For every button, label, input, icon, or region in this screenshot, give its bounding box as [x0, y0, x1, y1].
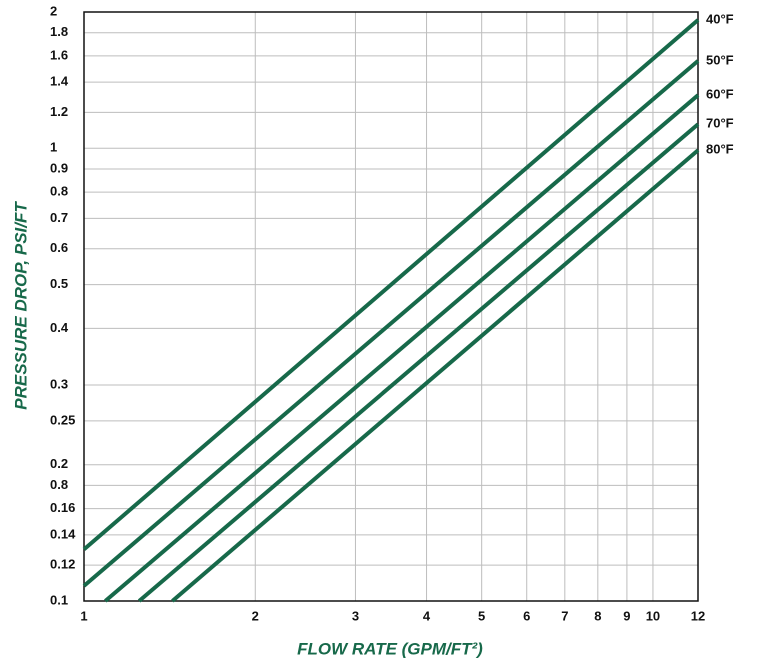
legend-label: 60°F: [706, 87, 734, 102]
y-tick-label: 0.3: [50, 376, 68, 391]
y-tick-label: 1.8: [50, 24, 68, 39]
y-tick-label: 1.2: [50, 104, 68, 119]
line-series: [137, 122, 700, 603]
y-tick-label: 0.9: [50, 160, 68, 175]
line-series: [82, 59, 700, 588]
line-series: [103, 93, 700, 603]
y-tick-label: 1.6: [50, 47, 68, 62]
x-tick-label: 8: [594, 608, 601, 623]
y-tick-label: 0.2: [50, 456, 68, 471]
y-tick-label: 0.8: [50, 184, 68, 199]
y-tick-label: 1: [50, 140, 57, 155]
y-tick-label: 0.6: [50, 240, 68, 255]
y-tick-label: 0.16: [50, 500, 75, 515]
x-tick-label: 12: [691, 608, 705, 623]
y-tick-label: 0.14: [50, 526, 76, 541]
x-tick-label: 1: [80, 608, 87, 623]
y-tick-label: 0.12: [50, 557, 75, 572]
line-series: [82, 18, 700, 551]
x-tick-label: 9: [623, 608, 630, 623]
y-tick-label: 1.4: [50, 74, 69, 89]
legend-label: 40°F: [706, 11, 734, 26]
x-tick-label: 6: [523, 608, 530, 623]
x-tick-label: 4: [423, 608, 431, 623]
x-tick-label: 3: [352, 608, 359, 623]
y-tick-label: 0.4: [50, 320, 69, 335]
y-tick-label: 0.7: [50, 210, 68, 225]
y-tick-label: 2: [50, 3, 57, 18]
y-tick-label: 0.5: [50, 276, 68, 291]
y-tick-label: 0.25: [50, 412, 75, 427]
y-tick-label: 0.8: [50, 477, 68, 492]
x-axis-label: FLOW RATE (GPM/FT²): [297, 639, 483, 658]
y-axis-label: PRESSURE DROP, PSI/FT: [11, 201, 30, 410]
y-tick-label: 0.1: [50, 592, 68, 607]
x-tick-label: 7: [561, 608, 568, 623]
line-series: [171, 148, 700, 603]
x-tick-label: 10: [646, 608, 660, 623]
x-tick-label: 5: [478, 608, 485, 623]
x-tick-label: 2: [252, 608, 259, 623]
legend-label: 50°F: [706, 52, 734, 67]
legend-label: 80°F: [706, 142, 734, 157]
legend-label: 70°F: [706, 116, 734, 131]
plot-frame: [83, 11, 699, 602]
